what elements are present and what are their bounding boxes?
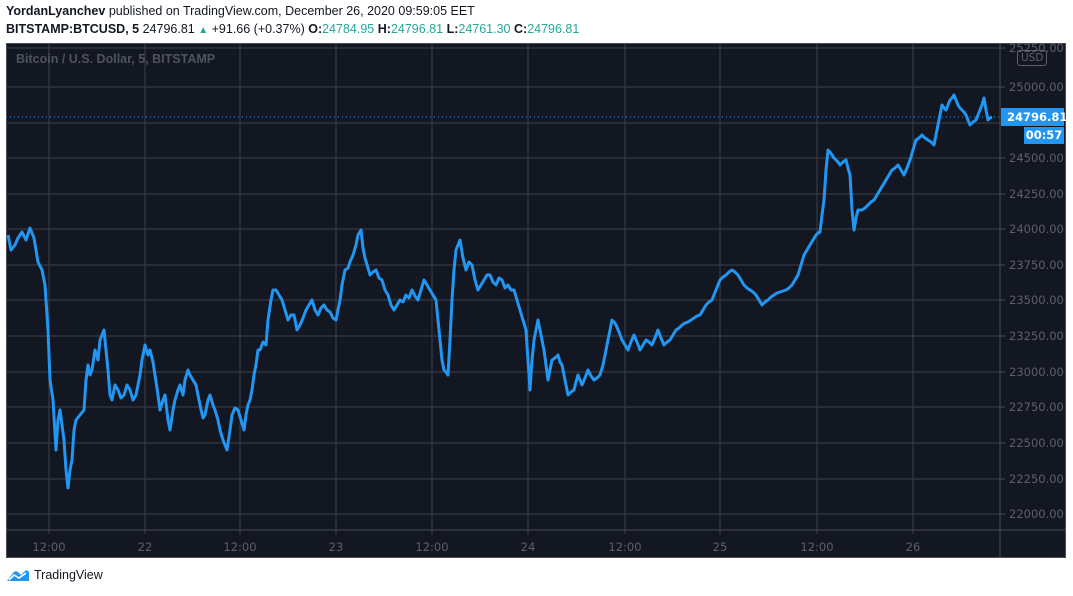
open-label: O: <box>308 22 323 36</box>
price-axis-ticks <box>1000 47 1005 515</box>
high-label: H: <box>377 22 391 36</box>
x-tick-label: 12:00 <box>415 540 449 554</box>
y-tick-label: 24000.00 <box>1009 222 1064 236</box>
close-value: 24796.81 <box>527 22 580 36</box>
y-tick-label: 23750.00 <box>1009 258 1064 272</box>
y-tick-label: 25000.00 <box>1009 80 1064 94</box>
low-value: 24761.30 <box>458 22 511 36</box>
y-tick-label: 23250.00 <box>1009 329 1064 343</box>
y-tick-label: 24500.00 <box>1009 151 1064 165</box>
published-text: published on TradingView.com, December 2… <box>108 4 475 18</box>
y-tick-label: 25250.00 <box>1009 41 1064 55</box>
y-tick-label: 22000.00 <box>1009 507 1064 521</box>
y-tick-label: 24250.00 <box>1009 187 1064 201</box>
x-tick-label: 12:00 <box>223 540 257 554</box>
symbol-info: BITSTAMP:BTCUSD, 5 24796.81 ▲ +91.66 (+0… <box>6 22 579 36</box>
tradingview-logo-icon <box>7 570 29 581</box>
open-value: 24784.95 <box>322 22 375 36</box>
price-change: +91.66 (+0.37%) <box>211 22 305 36</box>
high-value: 24796.81 <box>390 22 444 36</box>
up-triangle-icon: ▲ <box>198 25 209 36</box>
publish-info: YordanLyanchev published on TradingView.… <box>6 4 475 18</box>
y-tick-label: 23000.00 <box>1009 365 1064 379</box>
last-price-tag: 24796.81 <box>1001 108 1067 126</box>
x-tick-label: 12:00 <box>800 540 834 554</box>
tradingview-brand[interactable]: TradingView <box>6 568 103 582</box>
brand-name: TradingView <box>34 568 103 582</box>
y-tick-label: 23500.00 <box>1009 293 1064 307</box>
chart-legend: Bitcoin / U.S. Dollar, 5, BITSTAMP <box>16 52 216 66</box>
y-tick-label: 22500.00 <box>1009 436 1064 450</box>
x-tick-label: 24 <box>520 540 536 554</box>
bar-countdown: 00:57 <box>1024 127 1064 144</box>
x-tick-label: 23 <box>328 540 344 554</box>
x-tick-label: 12:00 <box>608 540 642 554</box>
low-label: L: <box>446 22 459 36</box>
y-tick-label: 22250.00 <box>1009 472 1064 486</box>
x-tick-label: 26 <box>905 540 921 554</box>
price-line <box>6 93 993 490</box>
last-price: 24796.81 <box>142 22 195 36</box>
author-name[interactable]: YordanLyanchev <box>6 4 106 18</box>
close-label: C: <box>514 22 528 36</box>
currency-button[interactable]: USD <box>1017 50 1048 66</box>
symbol: BITSTAMP:BTCUSD, 5 <box>6 22 140 36</box>
x-tick-label: 22 <box>137 540 153 554</box>
y-tick-label: 22750.00 <box>1009 400 1064 414</box>
x-tick-label: 12:00 <box>32 540 66 554</box>
x-tick-label: 25 <box>712 540 728 554</box>
